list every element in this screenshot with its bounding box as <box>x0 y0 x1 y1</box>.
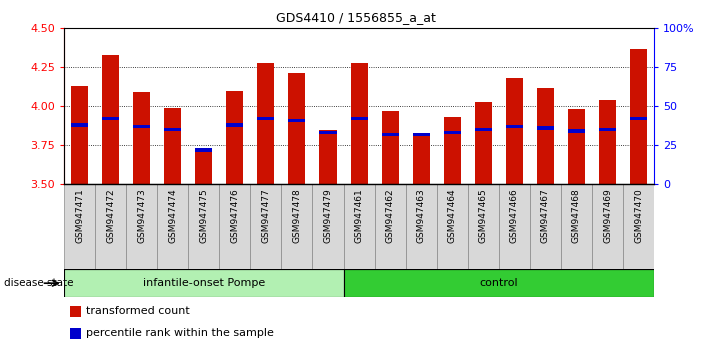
Bar <box>102 117 119 120</box>
Bar <box>568 109 585 184</box>
Text: GSM947461: GSM947461 <box>355 188 363 243</box>
Bar <box>164 128 181 131</box>
Bar <box>71 86 88 184</box>
Text: GSM947462: GSM947462 <box>385 188 395 243</box>
Bar <box>343 269 654 297</box>
Text: GSM947470: GSM947470 <box>634 188 643 243</box>
Text: GSM947475: GSM947475 <box>199 188 208 243</box>
Bar <box>70 306 80 316</box>
Text: GSM947468: GSM947468 <box>572 188 581 243</box>
Bar <box>599 100 616 184</box>
Bar <box>343 184 375 269</box>
Text: GSM947474: GSM947474 <box>169 188 177 243</box>
Bar <box>506 125 523 128</box>
Bar <box>561 184 592 269</box>
Bar <box>568 130 585 133</box>
Text: GSM947479: GSM947479 <box>324 188 333 243</box>
Bar <box>226 91 243 184</box>
Bar <box>282 184 312 269</box>
Text: GSM947477: GSM947477 <box>262 188 270 243</box>
Bar <box>475 102 492 184</box>
Bar <box>133 92 150 184</box>
Bar <box>592 184 623 269</box>
Bar <box>312 184 343 269</box>
Bar <box>630 48 647 184</box>
Bar <box>257 63 274 184</box>
Text: GSM947464: GSM947464 <box>448 188 456 243</box>
Text: GSM947467: GSM947467 <box>541 188 550 243</box>
Text: GSM947473: GSM947473 <box>137 188 146 243</box>
Bar <box>530 184 561 269</box>
Bar <box>382 132 399 136</box>
Bar <box>468 184 499 269</box>
Bar <box>499 184 530 269</box>
Bar <box>257 117 274 120</box>
Text: infantile-onset Pompe: infantile-onset Pompe <box>143 278 265 288</box>
Bar <box>219 184 250 269</box>
Bar <box>406 184 437 269</box>
Text: GSM947465: GSM947465 <box>479 188 488 243</box>
Text: GSM947471: GSM947471 <box>75 188 84 243</box>
Text: GSM947463: GSM947463 <box>417 188 426 243</box>
Bar <box>375 184 406 269</box>
Bar <box>444 131 461 135</box>
Bar <box>70 327 80 339</box>
Text: control: control <box>479 278 518 288</box>
Text: GSM947472: GSM947472 <box>106 188 115 243</box>
Bar <box>126 184 157 269</box>
Bar <box>196 150 213 184</box>
Bar <box>437 184 468 269</box>
Bar <box>537 87 554 184</box>
Bar <box>95 184 126 269</box>
Bar <box>133 125 150 128</box>
Bar <box>188 184 219 269</box>
Bar <box>157 184 188 269</box>
Bar <box>506 78 523 184</box>
Bar <box>599 128 616 131</box>
Bar <box>537 126 554 130</box>
Bar <box>319 130 336 184</box>
Bar <box>196 148 213 152</box>
Bar <box>412 132 429 136</box>
Bar <box>64 184 95 269</box>
Bar <box>71 123 88 127</box>
Bar <box>226 123 243 127</box>
Bar <box>475 128 492 131</box>
Bar <box>630 117 647 120</box>
Bar <box>444 117 461 184</box>
Text: disease state: disease state <box>4 278 73 288</box>
Bar <box>623 184 654 269</box>
Bar <box>351 63 368 184</box>
Bar <box>289 119 306 122</box>
Text: GSM947478: GSM947478 <box>292 188 301 243</box>
Text: GSM947469: GSM947469 <box>603 188 612 243</box>
Text: percentile rank within the sample: percentile rank within the sample <box>87 328 274 338</box>
Bar <box>351 117 368 120</box>
Bar <box>412 134 429 184</box>
Bar <box>102 55 119 184</box>
Bar <box>250 184 282 269</box>
Text: transformed count: transformed count <box>87 306 190 316</box>
Text: GSM947466: GSM947466 <box>510 188 519 243</box>
Bar <box>319 131 336 135</box>
Text: GSM947476: GSM947476 <box>230 188 240 243</box>
Bar <box>64 269 343 297</box>
Bar <box>382 111 399 184</box>
Bar <box>289 74 306 184</box>
Bar <box>164 108 181 184</box>
Text: GDS4410 / 1556855_a_at: GDS4410 / 1556855_a_at <box>276 11 435 24</box>
